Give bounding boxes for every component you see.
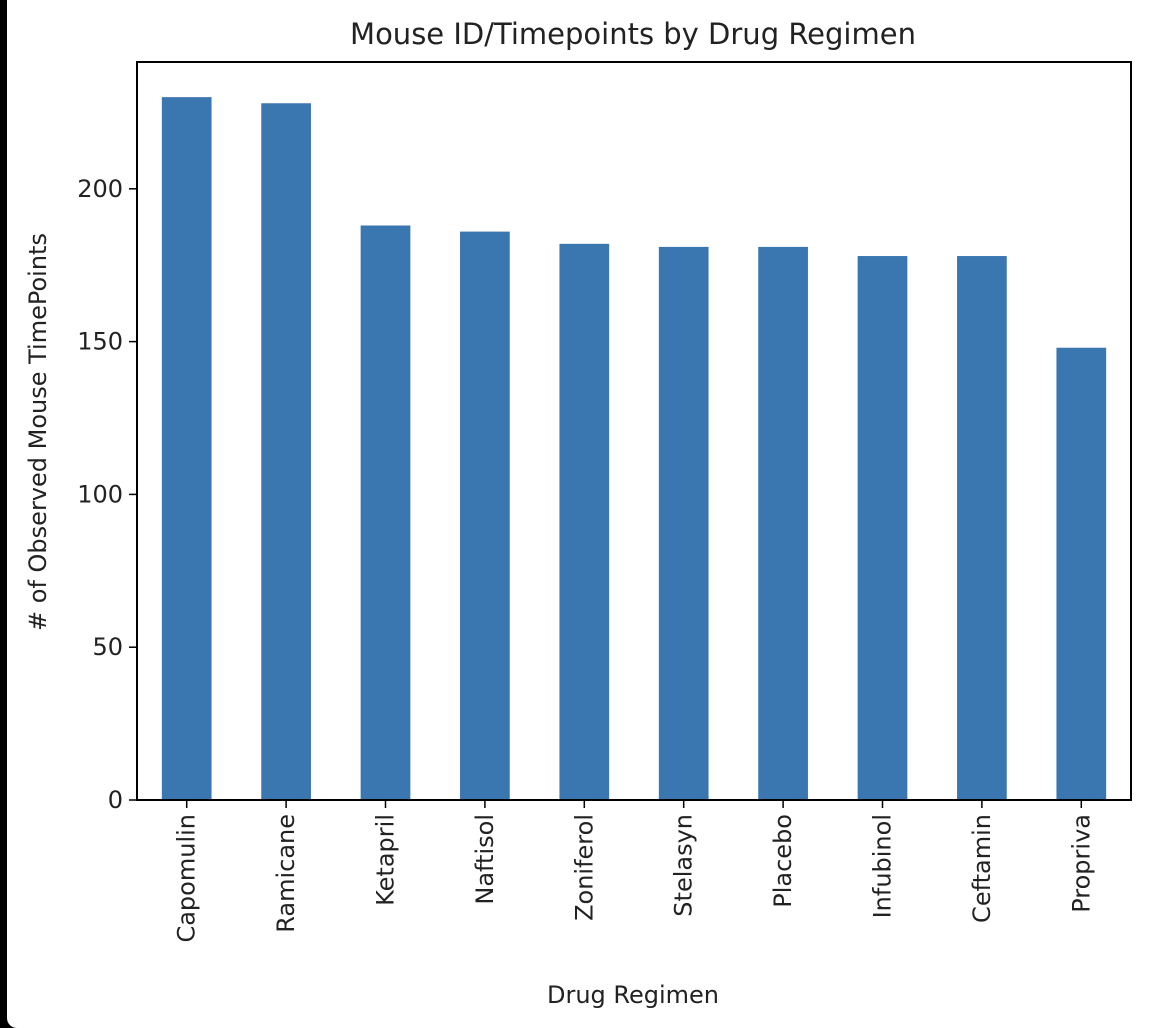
x-tick-label: Stelasyn bbox=[670, 814, 698, 917]
bar-ketapril bbox=[360, 225, 411, 801]
x-tick-label: Zoniferol bbox=[570, 814, 598, 921]
chart-title: Mouse ID/Timepoints by Drug Regimen bbox=[350, 17, 916, 51]
bar-zoniferol bbox=[559, 243, 610, 801]
x-tick-label: Ramicane bbox=[272, 814, 300, 933]
plot-frame bbox=[136, 61, 1132, 801]
bars-group bbox=[161, 97, 1107, 801]
bar-capomulin bbox=[161, 97, 212, 800]
x-tick-label: Ceftamin bbox=[968, 814, 996, 923]
x-tick-label: Infubinol bbox=[869, 814, 897, 918]
x-tick-label: Naftisol bbox=[471, 814, 499, 905]
x-tick-label: Placebo bbox=[769, 814, 797, 908]
y-tick-label: 200 bbox=[77, 175, 123, 203]
bar-propriva bbox=[1056, 347, 1107, 800]
y-tick-label: 50 bbox=[92, 633, 123, 661]
y-tick-label: 100 bbox=[77, 480, 123, 508]
y-axis-label: # of Observed Mouse TimePoints bbox=[24, 233, 52, 631]
bar-naftisol bbox=[460, 231, 510, 800]
bar-ramicane bbox=[261, 103, 311, 801]
y-axis: 0 50 100 150 200 bbox=[77, 175, 137, 814]
x-axis: Capomulin Ramicane Ketapril Naftisol Zonifer… bbox=[173, 800, 1095, 943]
y-tick-label: 0 bbox=[108, 786, 123, 814]
x-tick-label: Propriva bbox=[1067, 814, 1095, 913]
y-tick-label: 150 bbox=[77, 328, 123, 356]
bar-placebo bbox=[758, 246, 808, 801]
x-axis-label: Drug Regimen bbox=[547, 981, 719, 1009]
x-tick-label: Ketapril bbox=[372, 814, 400, 906]
x-tick-label: Capomulin bbox=[173, 814, 201, 943]
bar-stelasyn bbox=[658, 246, 709, 801]
bar-infubinol bbox=[857, 256, 908, 800]
bar-ceftamin bbox=[957, 256, 1007, 800]
